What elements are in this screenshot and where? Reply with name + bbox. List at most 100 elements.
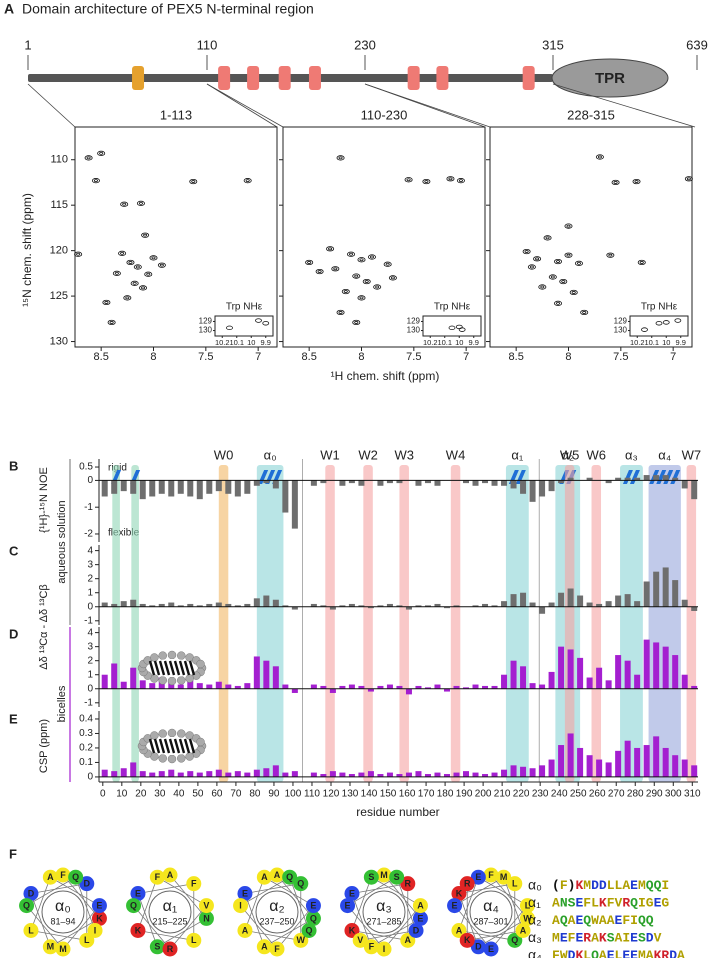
wheel-range: 271–285	[366, 916, 401, 926]
x-tick-label: 0	[100, 789, 106, 800]
bar	[149, 683, 156, 689]
inset-tick-label: 130	[199, 326, 213, 335]
peak-core	[576, 261, 581, 265]
peak	[367, 254, 376, 260]
bar	[501, 601, 508, 607]
residue-letter: K	[456, 888, 463, 898]
wheel-center	[148, 890, 192, 934]
peak	[357, 257, 366, 263]
residue-letter: F	[274, 944, 280, 954]
bar	[253, 656, 260, 689]
peak-core	[109, 321, 114, 324]
peak-core	[608, 253, 613, 257]
x-tick-label: 250	[570, 789, 587, 800]
region-label: α₁	[511, 447, 524, 462]
bar	[586, 755, 593, 777]
inset-tick-label: 10.1	[229, 338, 244, 347]
residue-circle	[42, 939, 58, 955]
bar	[120, 480, 127, 492]
y-tick-label: 3	[87, 559, 93, 570]
bar	[424, 480, 431, 484]
peak-core	[458, 179, 463, 183]
x-tick-label: 300	[665, 789, 682, 800]
bar	[615, 477, 622, 481]
y-tick-label: -1	[84, 502, 93, 513]
y-tick-label: 2	[87, 573, 93, 584]
bar	[244, 480, 251, 494]
peak-core	[566, 253, 571, 257]
residue-circle	[162, 867, 178, 883]
residue-letter: Q	[72, 872, 79, 882]
bar	[120, 768, 127, 777]
wheel-center	[41, 890, 85, 934]
residue-letter: I	[383, 944, 386, 954]
bar	[396, 605, 403, 607]
bar	[310, 480, 317, 486]
wheel-range: 81–94	[50, 916, 75, 926]
bar	[520, 480, 527, 494]
peak-core	[634, 180, 639, 183]
x-tick-label: 110	[304, 789, 320, 800]
bar	[634, 674, 641, 689]
x-tick-label: 290	[646, 789, 663, 800]
bar	[491, 480, 498, 486]
residue-circle	[269, 867, 285, 883]
bar	[196, 772, 203, 777]
bar	[101, 674, 108, 689]
bar	[187, 603, 194, 607]
bicelle-lipid	[158, 754, 167, 763]
peak-core	[349, 252, 354, 256]
residue-letter: D	[84, 879, 91, 889]
inset-title: Trp NHε	[226, 302, 263, 313]
bar	[681, 599, 688, 607]
bar	[320, 605, 327, 607]
bar	[643, 475, 650, 481]
residue-circle	[451, 923, 467, 938]
residue-circle	[87, 923, 103, 938]
connector	[552, 83, 696, 128]
bar	[225, 480, 232, 494]
bicelle-lipid	[177, 754, 186, 763]
peak	[123, 295, 132, 301]
bicelle-stripe	[178, 738, 186, 754]
bar	[548, 759, 555, 777]
residue-letter: E	[488, 944, 494, 954]
x-tick-label: 7	[670, 351, 676, 363]
bar	[672, 755, 679, 777]
bar	[215, 681, 222, 689]
bar	[405, 688, 412, 695]
sequence: ANSEFLKFVRQIGEG	[552, 896, 669, 911]
residue-letter: E	[349, 888, 355, 898]
residue-circle	[344, 886, 360, 901]
residue-circle	[400, 932, 416, 948]
peak-core	[364, 280, 369, 283]
bar	[434, 684, 441, 689]
region-label: α₂	[561, 447, 574, 462]
y-tick-label: 3	[87, 641, 93, 652]
residue-letter: E	[475, 872, 481, 882]
inset-peak	[662, 320, 670, 325]
residue-letter: L	[84, 935, 90, 945]
sequence-label: α₁	[528, 894, 541, 910]
peak	[564, 252, 573, 258]
peak-core	[639, 261, 644, 264]
bicelle-stripe	[163, 660, 171, 676]
peak-core	[135, 265, 140, 269]
peak-core	[540, 285, 545, 289]
bar	[567, 477, 574, 481]
residue-circle	[412, 898, 428, 914]
peak	[554, 258, 563, 265]
residue-circle	[91, 898, 107, 914]
peak	[373, 284, 382, 290]
peak-core	[86, 156, 91, 160]
motif	[407, 66, 420, 90]
bar	[367, 688, 374, 692]
region	[363, 465, 373, 782]
bar	[139, 771, 146, 777]
inset-peak	[255, 318, 262, 323]
wheel-center	[362, 890, 406, 934]
peak	[606, 252, 615, 258]
bar	[482, 774, 489, 777]
x-tick-label: 160	[399, 789, 416, 800]
